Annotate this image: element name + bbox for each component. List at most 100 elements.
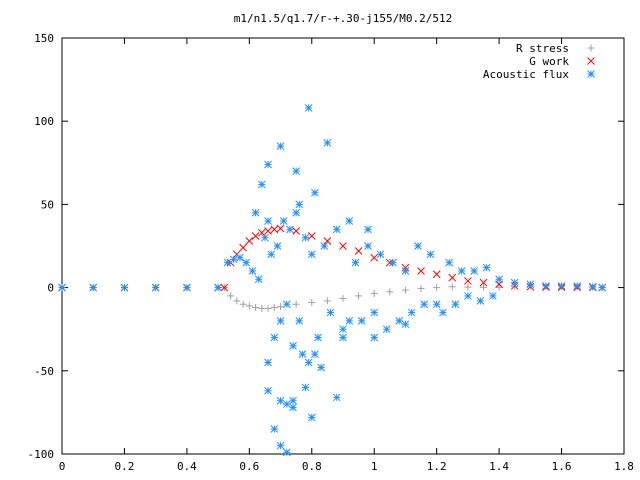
series-layer: [58, 104, 606, 457]
data-point: [489, 292, 497, 300]
data-point: [251, 232, 260, 240]
axes: 0 0.2 0.4 0.6 0.8 1 1.2 1.4 1.6 1.8 -100 -50 0 50 100 1…: [28, 32, 634, 473]
data-point: [282, 448, 291, 457]
legend-marker: [587, 57, 595, 65]
data-point: [588, 282, 597, 291]
data-point: [242, 258, 251, 267]
data-point: [282, 400, 291, 408]
data-point: [354, 247, 363, 255]
data-point: [495, 275, 503, 284]
data-point: [270, 225, 279, 234]
x-tick-label: 1.6: [552, 460, 572, 473]
data-point: [401, 320, 410, 329]
y-tick-label: 100: [34, 115, 54, 128]
x-tick-label: 0.2: [115, 460, 135, 473]
data-point: [426, 250, 435, 259]
data-point: [414, 242, 422, 250]
x-tick-label: 0.8: [302, 460, 322, 473]
data-point: [264, 386, 272, 395]
data-point: [279, 217, 288, 225]
data-point: [307, 232, 316, 240]
data-point: [389, 258, 397, 267]
data-point: [542, 282, 550, 290]
series-2: [58, 104, 606, 457]
data-point: [364, 242, 372, 250]
data-point: [445, 258, 454, 267]
chart-title: m1/n1.5/q1.7/r-+.30-j155/M0.2/512: [234, 12, 453, 25]
data-point: [326, 308, 335, 317]
y-tick-label: 150: [34, 32, 54, 45]
series-1: [58, 224, 606, 292]
data-point: [382, 325, 391, 334]
data-point: [252, 304, 260, 312]
legend-label: R stress: [516, 42, 569, 55]
data-point: [295, 317, 304, 325]
data-point: [433, 284, 441, 292]
data-point: [332, 225, 341, 234]
data-point: [317, 363, 325, 372]
x-tick-label: 1.2: [427, 460, 447, 473]
data-point: [417, 267, 425, 275]
data-point: [264, 227, 272, 235]
data-point: [432, 270, 441, 279]
data-point: [276, 142, 285, 151]
series-0: [58, 282, 606, 312]
data-point: [276, 317, 285, 325]
data-point: [233, 297, 241, 305]
x-tick-label: 0.6: [239, 460, 259, 473]
data-point: [276, 396, 285, 405]
data-point: [276, 224, 285, 233]
data-point: [301, 383, 310, 392]
data-point: [476, 297, 485, 305]
data-point: [482, 263, 491, 272]
data-point: [323, 297, 331, 305]
data-point: [286, 225, 294, 234]
data-point: [339, 294, 347, 302]
data-point: [448, 273, 457, 282]
data-point: [470, 267, 478, 275]
data-point: [264, 304, 272, 312]
data-point: [261, 233, 269, 242]
data-point: [480, 283, 487, 291]
y-tick-label: -100: [28, 448, 55, 461]
plot-frame: [61, 37, 625, 455]
data-point: [277, 303, 285, 311]
data-point: [183, 283, 191, 292]
data-point: [439, 308, 447, 317]
data-point: [295, 200, 304, 209]
data-point: [264, 160, 272, 169]
data-point: [89, 283, 98, 292]
data-point: [323, 237, 332, 245]
data-point: [526, 280, 535, 289]
data-point: [120, 283, 129, 292]
data-point: [420, 300, 429, 309]
data-point: [401, 286, 409, 294]
data-point: [557, 282, 566, 290]
data-point: [276, 441, 285, 450]
data-point: [289, 403, 297, 412]
data-point: [307, 413, 316, 422]
data-point: [282, 300, 291, 309]
y-tick-label: 0: [47, 282, 54, 295]
data-point: [257, 180, 266, 189]
data-point: [258, 304, 266, 312]
data-point: [320, 242, 329, 250]
data-point: [292, 300, 300, 308]
data-point: [301, 233, 310, 242]
data-point: [264, 358, 272, 367]
data-point: [151, 283, 160, 292]
data-point: [314, 333, 322, 342]
x-tick-label: 1.8: [614, 460, 634, 473]
data-point: [407, 308, 416, 317]
data-point: [304, 358, 313, 367]
data-point: [323, 138, 332, 147]
data-point: [289, 396, 297, 405]
data-point: [245, 237, 254, 245]
data-point: [245, 302, 253, 310]
data-point: [451, 300, 460, 309]
data-point: [345, 217, 354, 225]
data-point: [227, 292, 235, 300]
data-point: [370, 253, 379, 262]
data-point: [267, 250, 276, 259]
